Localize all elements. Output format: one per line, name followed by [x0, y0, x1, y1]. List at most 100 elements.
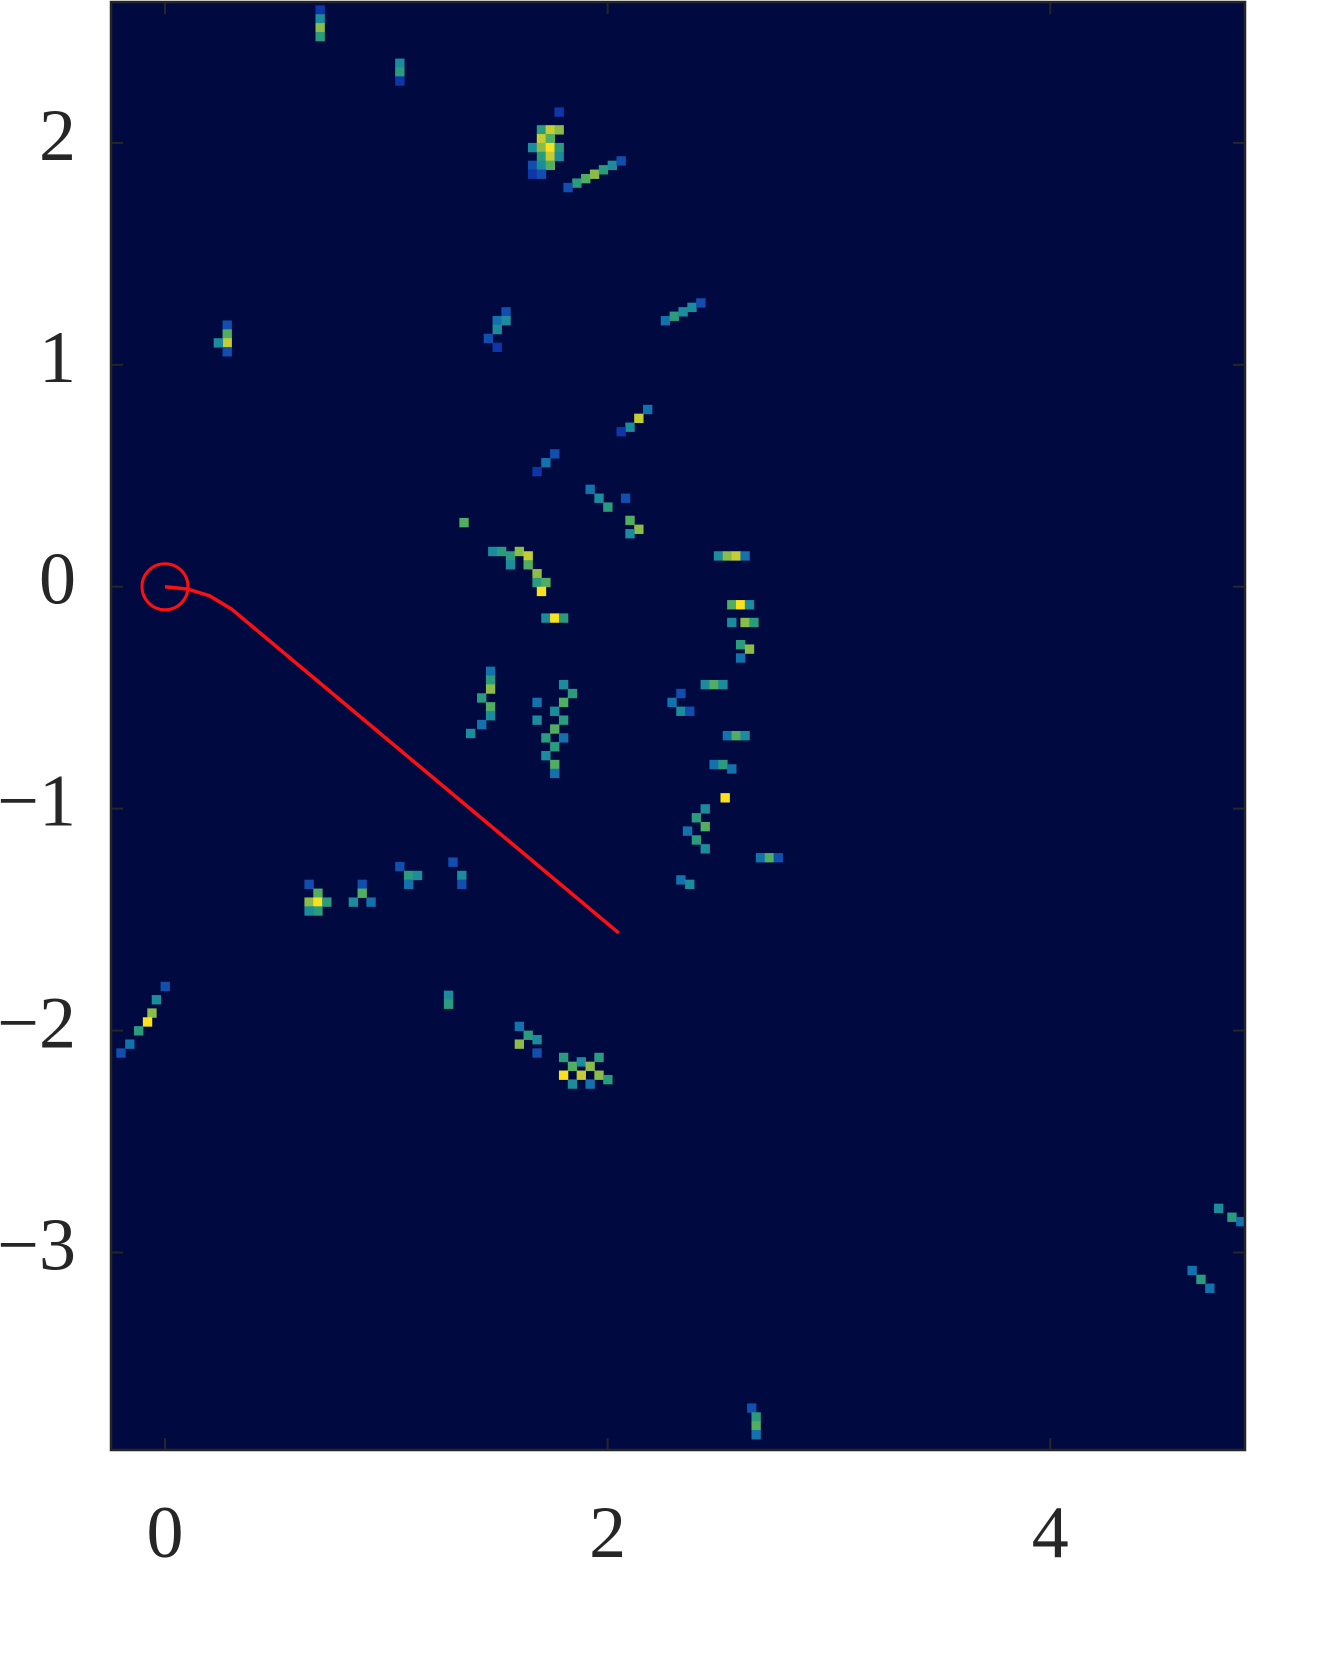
heat-cell: [485, 675, 496, 685]
heat-cell: [541, 577, 551, 588]
axes: 0 2 4 −3 −2 −1 0 1 2: [0, 0, 1247, 1574]
heat-cell: [731, 551, 741, 561]
heat-cell: [527, 169, 538, 179]
heat-cell: [773, 853, 783, 863]
heat-cell: [558, 697, 569, 708]
heat-cell: [751, 1412, 761, 1422]
heat-cell: [720, 793, 730, 803]
heat-cell: [545, 134, 556, 144]
heat-cell: [151, 995, 162, 1005]
heat-cell: [1214, 1203, 1224, 1214]
heat-cell: [727, 617, 737, 628]
heat-cell: [532, 568, 542, 579]
heat-cell: [558, 679, 569, 690]
heat-cell: [603, 1074, 613, 1085]
heat-cell: [744, 644, 755, 654]
heat-cell: [395, 861, 405, 872]
heat-cell: [514, 1039, 525, 1049]
heat-cell: [682, 826, 693, 836]
heat-cell: [448, 857, 458, 867]
heat-cell: [718, 679, 728, 690]
heat-cell: [477, 719, 487, 730]
heat-cell: [315, 31, 325, 42]
heat-cell: [558, 715, 569, 725]
heat-cell: [492, 316, 502, 326]
heat-cell: [541, 733, 551, 743]
heat-cell: [532, 466, 542, 477]
heat-cell: [536, 160, 547, 171]
heat-cell: [523, 551, 533, 561]
heat-cell: [313, 897, 323, 907]
heat-cell: [718, 759, 728, 770]
x-tick-label: 0: [147, 1492, 184, 1574]
plot-area: [111, 2, 1245, 1450]
heat-cell: [747, 1403, 757, 1413]
heat-cell: [603, 502, 613, 512]
heat-cell: [700, 821, 710, 832]
heat-cell: [322, 897, 332, 907]
heat-cell: [731, 730, 741, 741]
heat-cell: [222, 338, 232, 348]
heat-cell: [485, 702, 496, 712]
heat-cell: [412, 870, 423, 881]
heat-cell: [740, 617, 750, 628]
heat-cell: [541, 750, 551, 761]
heat-cell: [527, 160, 538, 171]
heat-cell: [550, 449, 560, 459]
heat-cell: [1196, 1274, 1206, 1285]
heat-cell: [485, 666, 496, 677]
heat-cell: [404, 870, 414, 881]
x-tick-label: 2: [589, 1492, 626, 1574]
heat-cell: [585, 484, 595, 495]
heat-cell: [722, 551, 733, 561]
heat-cell: [545, 142, 556, 153]
heat-cell: [594, 1070, 604, 1080]
heat-cell: [607, 160, 617, 171]
heat-cell: [536, 125, 547, 135]
heat-cell: [667, 697, 677, 708]
heat-cell: [691, 835, 702, 845]
heat-cell: [751, 1430, 761, 1440]
heat-cell: [505, 551, 516, 561]
heat-cell: [142, 1017, 153, 1027]
heat-cell: [567, 688, 578, 699]
heat-cell: [581, 173, 591, 184]
heat-cell: [536, 151, 547, 162]
y-tick-label: 0: [39, 539, 76, 621]
heat-cell: [404, 879, 414, 890]
heat-cell: [634, 413, 644, 424]
heat-cell: [545, 160, 556, 171]
x-tick-label: 4: [1032, 1492, 1069, 1574]
heat-cell: [685, 706, 695, 716]
heat-cell: [558, 1052, 569, 1063]
heat-cell: [222, 347, 232, 357]
heat-cell: [691, 813, 702, 823]
heat-cell: [527, 142, 538, 153]
heat-cell: [348, 897, 359, 907]
heat-cell: [554, 125, 564, 135]
heat-cell: [457, 870, 467, 881]
heat-cell: [727, 600, 737, 610]
heat-cell: [313, 906, 323, 916]
heat-cell: [567, 1061, 578, 1072]
y-tick-label: −3: [0, 1204, 76, 1286]
heat-cell: [541, 613, 551, 623]
heat-cell: [620, 493, 631, 503]
y-tick-label: 1: [39, 317, 76, 399]
heat-cell: [700, 804, 710, 814]
heat-cell: [457, 879, 467, 890]
heat-cell: [616, 156, 626, 166]
start-marker: [140, 562, 190, 612]
heat-cell: [222, 320, 232, 330]
heat-cell: [485, 684, 496, 694]
heat-cell: [554, 107, 564, 117]
heat-cell: [1236, 1216, 1245, 1227]
heat-cell: [735, 600, 746, 610]
heat-cell: [116, 1048, 126, 1058]
heat-cell: [709, 679, 719, 690]
heat-cell: [550, 742, 560, 752]
heat-cell: [685, 879, 695, 890]
heat-cell: [536, 586, 547, 597]
heat-cell: [572, 178, 582, 188]
heat-cell: [492, 324, 502, 335]
